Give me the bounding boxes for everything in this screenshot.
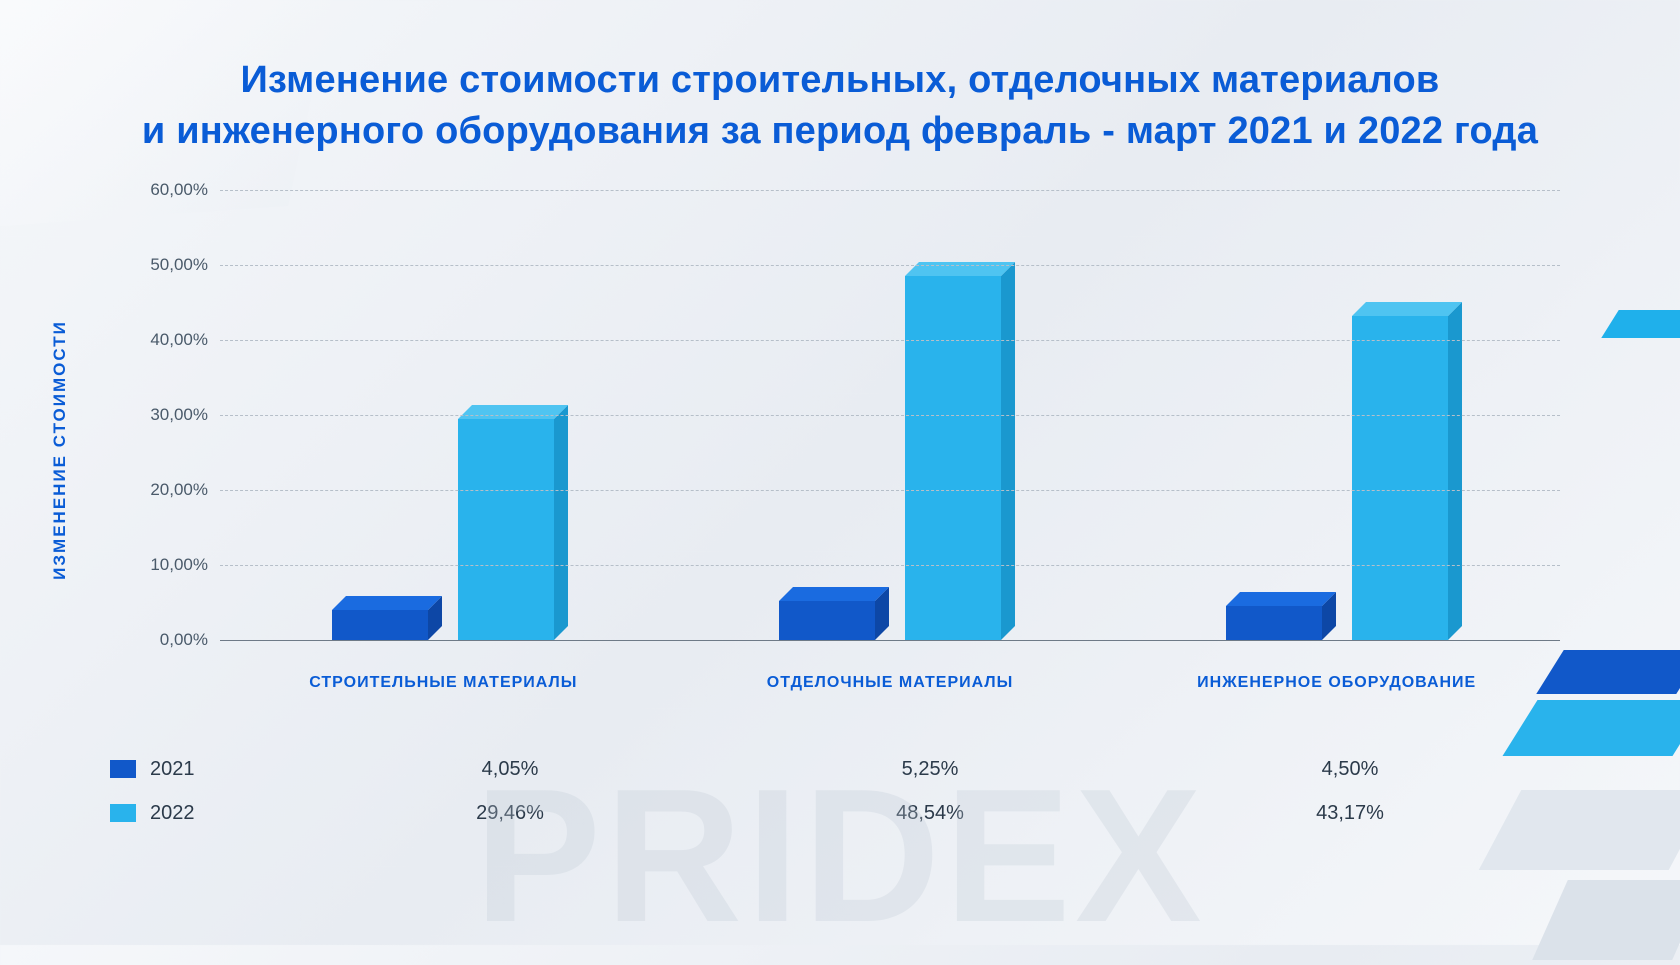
bar (1352, 316, 1448, 640)
table-cell: 48,54% (720, 802, 1140, 825)
table-row: 2021 4,05%5,25%4,50% (100, 747, 1560, 791)
legend-swatch-icon (110, 804, 136, 822)
decor-stripe-icon (1532, 880, 1680, 960)
decor-stripe-icon (1601, 310, 1680, 338)
chart-title: Изменение стоимости строительных, отдело… (0, 55, 1680, 158)
chart-area: ИЗМЕНЕНИЕ СТОИМОСТИ СТРОИТЕЛЬНЫЕ МАТЕРИА… (100, 190, 1560, 710)
gridline (220, 415, 1560, 416)
table-row: 2022 29,46%48,54%43,17% (100, 791, 1560, 835)
gridline (220, 190, 1560, 191)
bar-top (1352, 302, 1462, 316)
legend-item: 2021 (100, 758, 300, 781)
bar (332, 610, 428, 640)
legend-label: 2021 (150, 758, 195, 781)
table-cell: 5,25% (720, 758, 1140, 781)
title-line-1: Изменение стоимости строительных, отдело… (241, 59, 1440, 101)
category-label: ОТДЕЛОЧНЫЕ МАТЕРИАЛЫ (667, 674, 1114, 692)
y-tick-label: 50,00% (150, 255, 220, 275)
table-cell: 29,46% (300, 802, 720, 825)
bar-side (1001, 262, 1015, 640)
gridline (220, 340, 1560, 341)
x-categories: СТРОИТЕЛЬНЫЕ МАТЕРИАЛЫОТДЕЛОЧНЫЕ МАТЕРИА… (220, 640, 1560, 692)
bar-side (554, 405, 568, 640)
gridline (220, 490, 1560, 491)
bar-top (1226, 592, 1336, 606)
plot-region: СТРОИТЕЛЬНЫЕ МАТЕРИАЛЫОТДЕЛОЧНЫЕ МАТЕРИА… (220, 190, 1560, 640)
gridline (220, 565, 1560, 566)
gridline (220, 640, 1560, 641)
category-label: СТРОИТЕЛЬНЫЕ МАТЕРИАЛЫ (220, 674, 667, 692)
legend-label: 2022 (150, 802, 195, 825)
y-tick-label: 40,00% (150, 330, 220, 350)
y-tick-label: 30,00% (150, 405, 220, 425)
bar-top (458, 405, 568, 419)
table-cell: 4,05% (300, 758, 720, 781)
bar-front (458, 419, 554, 640)
bar (779, 601, 875, 640)
bar-front (779, 601, 875, 640)
bar-front (1226, 606, 1322, 640)
table-values: 4,05%5,25%4,50% (300, 758, 1560, 781)
y-tick-label: 60,00% (150, 180, 220, 200)
bar-side (1448, 302, 1462, 640)
y-tick-label: 10,00% (150, 555, 220, 575)
bar-top (332, 596, 442, 610)
bar-front (905, 276, 1001, 640)
bar (905, 276, 1001, 640)
table-cell: 43,17% (1140, 802, 1560, 825)
bar-front (332, 610, 428, 640)
bar (1226, 606, 1322, 640)
y-tick-label: 20,00% (150, 480, 220, 500)
legend-swatch-icon (110, 760, 136, 778)
category-label: ИНЖЕНЕРНОЕ ОБОРУДОВАНИЕ (1113, 674, 1560, 692)
bar (458, 419, 554, 640)
bar-top (779, 587, 889, 601)
y-axis-label: ИЗМЕНЕНИЕ СТОИМОСТИ (50, 320, 70, 580)
y-tick-label: 0,00% (160, 630, 220, 650)
table-values: 29,46%48,54%43,17% (300, 802, 1560, 825)
data-table: 2021 4,05%5,25%4,50% 2022 29,46%48,54%43,17… (100, 747, 1560, 835)
bar-front (1352, 316, 1448, 640)
gridline (220, 265, 1560, 266)
legend-item: 2022 (100, 802, 300, 825)
table-cell: 4,50% (1140, 758, 1560, 781)
title-line-2: и инженерного оборудования за период фев… (142, 110, 1538, 152)
